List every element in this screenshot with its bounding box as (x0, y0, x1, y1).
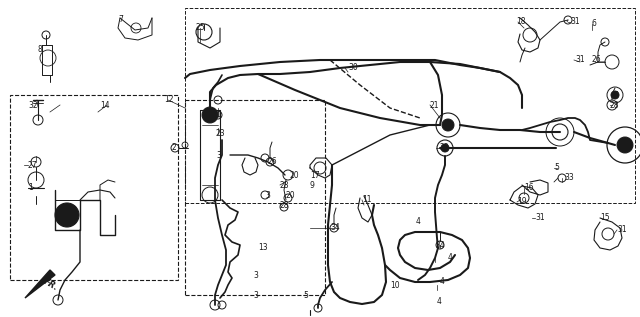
Text: 3: 3 (253, 290, 258, 300)
Text: 4: 4 (448, 254, 453, 262)
Text: 26: 26 (268, 158, 278, 166)
Text: 3: 3 (265, 191, 270, 199)
Text: 2: 2 (172, 144, 177, 152)
Text: 14: 14 (100, 100, 109, 109)
Text: 24: 24 (212, 112, 221, 120)
Bar (10, 95, 178, 280)
Text: 5: 5 (554, 164, 559, 172)
Text: 25: 25 (196, 23, 205, 33)
Text: 27: 27 (28, 160, 38, 170)
Polygon shape (25, 270, 55, 298)
Text: 28: 28 (280, 200, 289, 210)
Text: 31: 31 (570, 17, 580, 27)
Text: 6: 6 (592, 20, 597, 29)
Text: 7: 7 (118, 16, 123, 24)
Text: 13: 13 (258, 243, 268, 253)
Circle shape (617, 137, 633, 153)
Text: 6: 6 (614, 90, 619, 100)
Circle shape (202, 107, 218, 123)
Text: 31: 31 (617, 225, 627, 235)
Text: 23: 23 (216, 130, 226, 139)
Circle shape (611, 91, 619, 99)
Text: 28: 28 (280, 180, 289, 190)
Text: 12: 12 (164, 95, 173, 105)
Text: 5: 5 (303, 290, 308, 300)
Text: 22: 22 (618, 140, 627, 150)
Text: 4: 4 (440, 277, 445, 287)
Text: 4: 4 (437, 297, 442, 307)
Text: 34: 34 (435, 241, 445, 249)
Text: 33: 33 (564, 173, 573, 183)
Text: FR.: FR. (42, 277, 60, 293)
Text: 34: 34 (330, 223, 340, 232)
Text: 11: 11 (362, 196, 371, 204)
Text: 17: 17 (310, 171, 319, 179)
Text: 1: 1 (28, 184, 33, 192)
Text: 19: 19 (517, 197, 527, 206)
Text: 30: 30 (348, 63, 358, 73)
Text: 21: 21 (430, 100, 440, 109)
Circle shape (441, 144, 449, 152)
Text: 16: 16 (524, 184, 534, 192)
Text: 20: 20 (286, 191, 296, 199)
Bar (185, 8, 635, 203)
Text: 26: 26 (592, 55, 602, 64)
Text: 10: 10 (390, 281, 399, 289)
Text: 3: 3 (253, 270, 258, 280)
Text: 8: 8 (38, 46, 43, 55)
Circle shape (442, 119, 454, 131)
Text: 18: 18 (516, 17, 525, 27)
Text: 3: 3 (216, 152, 221, 160)
Text: 4: 4 (416, 217, 421, 227)
Text: 15: 15 (600, 214, 610, 223)
Bar (185, 100, 325, 295)
Text: 20: 20 (290, 171, 300, 179)
Text: 31: 31 (535, 214, 545, 223)
Text: 32: 32 (28, 100, 38, 109)
Text: 29: 29 (440, 144, 450, 152)
Text: 31: 31 (575, 55, 584, 64)
Text: 9: 9 (310, 180, 315, 190)
Circle shape (55, 203, 79, 227)
Text: 28: 28 (610, 100, 620, 109)
